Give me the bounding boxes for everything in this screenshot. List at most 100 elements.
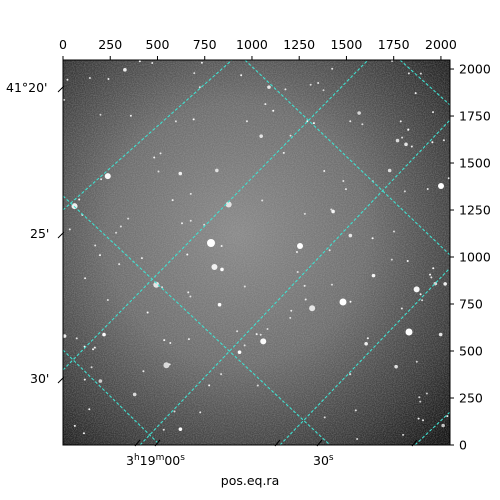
x-tick-label: 2000 xyxy=(425,37,457,52)
star xyxy=(225,201,232,208)
star xyxy=(203,223,206,226)
star xyxy=(243,285,246,288)
y-tick-label: 2000 xyxy=(459,62,491,77)
grid-line xyxy=(63,349,161,445)
star xyxy=(419,72,422,75)
star xyxy=(387,168,392,173)
star xyxy=(272,109,275,112)
star xyxy=(432,111,435,114)
y-tick-label: 750 xyxy=(459,297,483,312)
star xyxy=(342,180,345,183)
star xyxy=(168,363,171,366)
star xyxy=(410,145,413,148)
star xyxy=(217,302,222,307)
star xyxy=(395,138,400,143)
star-field xyxy=(63,60,450,440)
x-tick-label: 1000 xyxy=(236,37,268,52)
ra-label-2: 30s xyxy=(313,453,334,468)
star xyxy=(407,128,410,131)
star xyxy=(104,173,111,180)
star xyxy=(82,432,85,435)
star xyxy=(354,409,357,412)
star xyxy=(127,217,130,220)
star xyxy=(198,86,201,89)
star xyxy=(178,427,183,431)
star xyxy=(220,267,224,272)
bright-star xyxy=(339,298,347,306)
x-tick-label: 1500 xyxy=(331,37,363,52)
star xyxy=(115,231,118,234)
grid-line xyxy=(63,195,331,445)
star xyxy=(157,170,160,173)
grid-line xyxy=(63,60,233,211)
star xyxy=(317,82,320,85)
star xyxy=(364,341,368,346)
star xyxy=(264,103,267,106)
star xyxy=(240,74,243,77)
star xyxy=(181,222,184,225)
x-tick-label: 250 xyxy=(98,37,122,52)
star xyxy=(407,72,410,75)
grid-line xyxy=(414,411,450,445)
y-tick-label: 1500 xyxy=(459,156,491,171)
star xyxy=(192,118,195,121)
star xyxy=(88,76,91,79)
star xyxy=(328,249,331,252)
star xyxy=(129,114,132,117)
star xyxy=(303,284,306,287)
star xyxy=(189,295,192,298)
star xyxy=(94,244,97,247)
star xyxy=(331,209,335,214)
star xyxy=(349,373,352,376)
star xyxy=(429,273,432,276)
x-tick-label: 1250 xyxy=(283,37,315,52)
star xyxy=(399,120,402,123)
star xyxy=(173,410,176,413)
star xyxy=(63,334,67,338)
star xyxy=(237,350,242,355)
star xyxy=(153,281,160,288)
plot-frame xyxy=(62,59,451,446)
star xyxy=(220,373,223,376)
star xyxy=(199,411,202,414)
star xyxy=(140,257,143,260)
star xyxy=(295,251,298,254)
star xyxy=(404,142,408,147)
star xyxy=(312,122,315,125)
star xyxy=(400,307,403,310)
star xyxy=(102,332,106,337)
star xyxy=(261,199,264,202)
star xyxy=(245,120,248,123)
star xyxy=(66,78,69,81)
star xyxy=(259,134,263,138)
star xyxy=(193,72,196,75)
star xyxy=(417,417,420,420)
star xyxy=(414,92,417,95)
bright-star xyxy=(207,239,215,247)
y-tick-label: 0 xyxy=(459,438,467,453)
star xyxy=(290,309,293,312)
star xyxy=(419,400,422,403)
star xyxy=(73,424,76,427)
x-axis-title: pos.eq.ra xyxy=(220,473,280,488)
dec-label-2: 25' xyxy=(30,226,49,241)
star xyxy=(331,67,334,70)
star xyxy=(75,337,78,340)
star xyxy=(211,264,218,271)
star xyxy=(255,333,258,336)
star xyxy=(432,267,435,270)
grid-line xyxy=(279,267,450,445)
star xyxy=(266,328,269,331)
bright-star xyxy=(405,328,413,336)
star xyxy=(430,276,433,279)
star xyxy=(323,169,326,172)
star xyxy=(447,177,450,180)
star xyxy=(100,178,103,181)
star xyxy=(88,408,91,411)
star xyxy=(401,136,404,139)
y-tick-label: 1750 xyxy=(459,109,491,124)
star xyxy=(284,88,287,91)
star xyxy=(171,199,174,202)
dec-axis: 41°20' 25' 30' xyxy=(6,80,65,386)
